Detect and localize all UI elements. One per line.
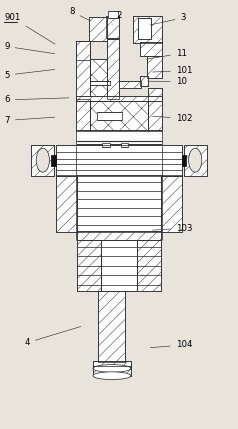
Bar — [31, 145, 54, 176]
Bar — [76, 97, 162, 101]
Bar — [93, 366, 131, 376]
Bar — [182, 155, 186, 166]
Text: 104: 104 — [150, 341, 192, 350]
Bar — [137, 240, 161, 291]
Bar — [102, 143, 109, 147]
Bar — [77, 175, 161, 232]
Bar — [76, 130, 162, 144]
Text: 8: 8 — [69, 7, 90, 21]
Text: 103: 103 — [153, 224, 192, 233]
Text: 101: 101 — [153, 66, 192, 76]
Bar — [107, 39, 119, 99]
Bar — [76, 41, 90, 60]
Bar — [119, 81, 141, 88]
Bar — [108, 11, 118, 18]
Bar — [140, 76, 148, 86]
Bar — [101, 240, 137, 291]
Bar — [138, 18, 151, 39]
Bar — [138, 18, 151, 39]
Text: 5: 5 — [4, 69, 55, 80]
Bar — [76, 97, 162, 101]
Bar — [51, 155, 56, 166]
Bar — [76, 99, 90, 131]
Text: 11: 11 — [147, 49, 187, 59]
Bar — [90, 81, 107, 99]
Bar — [137, 240, 161, 291]
Bar — [147, 56, 162, 78]
Bar — [147, 56, 162, 78]
Bar — [76, 41, 90, 60]
Bar — [140, 76, 148, 86]
Circle shape — [188, 148, 202, 172]
Text: 2: 2 — [112, 11, 122, 25]
Bar — [133, 16, 162, 43]
Ellipse shape — [93, 372, 131, 380]
Bar — [77, 240, 101, 291]
Bar — [76, 99, 90, 131]
Bar — [97, 112, 122, 121]
Ellipse shape — [93, 365, 131, 372]
Bar — [77, 175, 161, 232]
Bar — [76, 41, 90, 99]
Bar — [161, 175, 182, 232]
Text: 7: 7 — [4, 116, 55, 125]
Bar — [90, 101, 148, 131]
Bar — [90, 59, 107, 82]
Bar — [89, 16, 107, 41]
Bar — [140, 42, 162, 56]
Bar — [93, 361, 131, 367]
Bar — [99, 291, 125, 362]
Bar — [148, 88, 162, 131]
Bar — [133, 16, 162, 43]
Bar — [99, 291, 125, 362]
Bar — [161, 175, 182, 232]
Bar — [140, 42, 162, 56]
Bar — [90, 81, 107, 99]
Circle shape — [36, 148, 50, 172]
Bar — [184, 145, 207, 176]
Bar — [101, 240, 137, 291]
Bar — [77, 231, 161, 240]
Bar — [77, 231, 161, 240]
Bar — [184, 145, 207, 176]
Text: 3: 3 — [150, 13, 186, 25]
Bar — [107, 39, 119, 99]
Bar — [90, 59, 107, 82]
Bar — [77, 240, 101, 291]
Bar — [93, 366, 131, 376]
Bar — [148, 88, 162, 131]
Bar — [56, 145, 182, 176]
Bar — [119, 81, 141, 88]
Bar — [56, 145, 182, 176]
Text: 901: 901 — [4, 13, 55, 44]
Text: 102: 102 — [153, 114, 192, 123]
Bar — [56, 175, 77, 232]
Bar — [89, 16, 107, 41]
Text: 10: 10 — [148, 78, 187, 86]
Bar — [106, 16, 119, 38]
Text: 6: 6 — [4, 95, 69, 104]
Text: 4: 4 — [24, 326, 81, 347]
Bar — [31, 145, 54, 176]
Bar — [90, 81, 110, 85]
Bar — [56, 175, 77, 232]
Bar — [76, 41, 90, 99]
Text: 9: 9 — [4, 42, 55, 54]
Bar — [93, 361, 131, 367]
Bar — [121, 143, 129, 147]
Bar — [90, 101, 148, 131]
Bar — [106, 16, 119, 38]
